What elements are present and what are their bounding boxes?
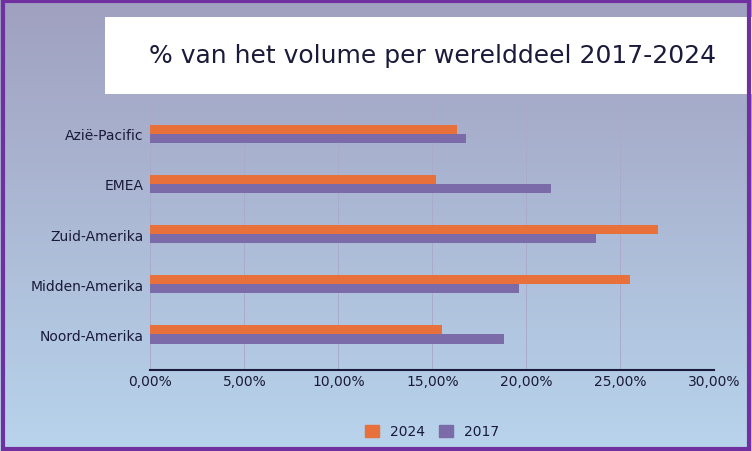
- Text: % van het volume per werelddeel 2017-2024: % van het volume per werelddeel 2017-202…: [149, 44, 716, 69]
- Bar: [150, 134, 466, 143]
- Bar: [150, 326, 441, 335]
- Bar: [150, 276, 630, 285]
- Bar: [150, 184, 550, 193]
- Bar: [150, 175, 436, 184]
- FancyBboxPatch shape: [105, 18, 752, 95]
- Bar: [150, 335, 504, 344]
- Bar: [150, 226, 658, 235]
- Bar: [150, 235, 596, 244]
- Legend: 2024, 2017: 2024, 2017: [360, 419, 505, 444]
- Bar: [150, 285, 519, 294]
- Bar: [150, 125, 457, 134]
